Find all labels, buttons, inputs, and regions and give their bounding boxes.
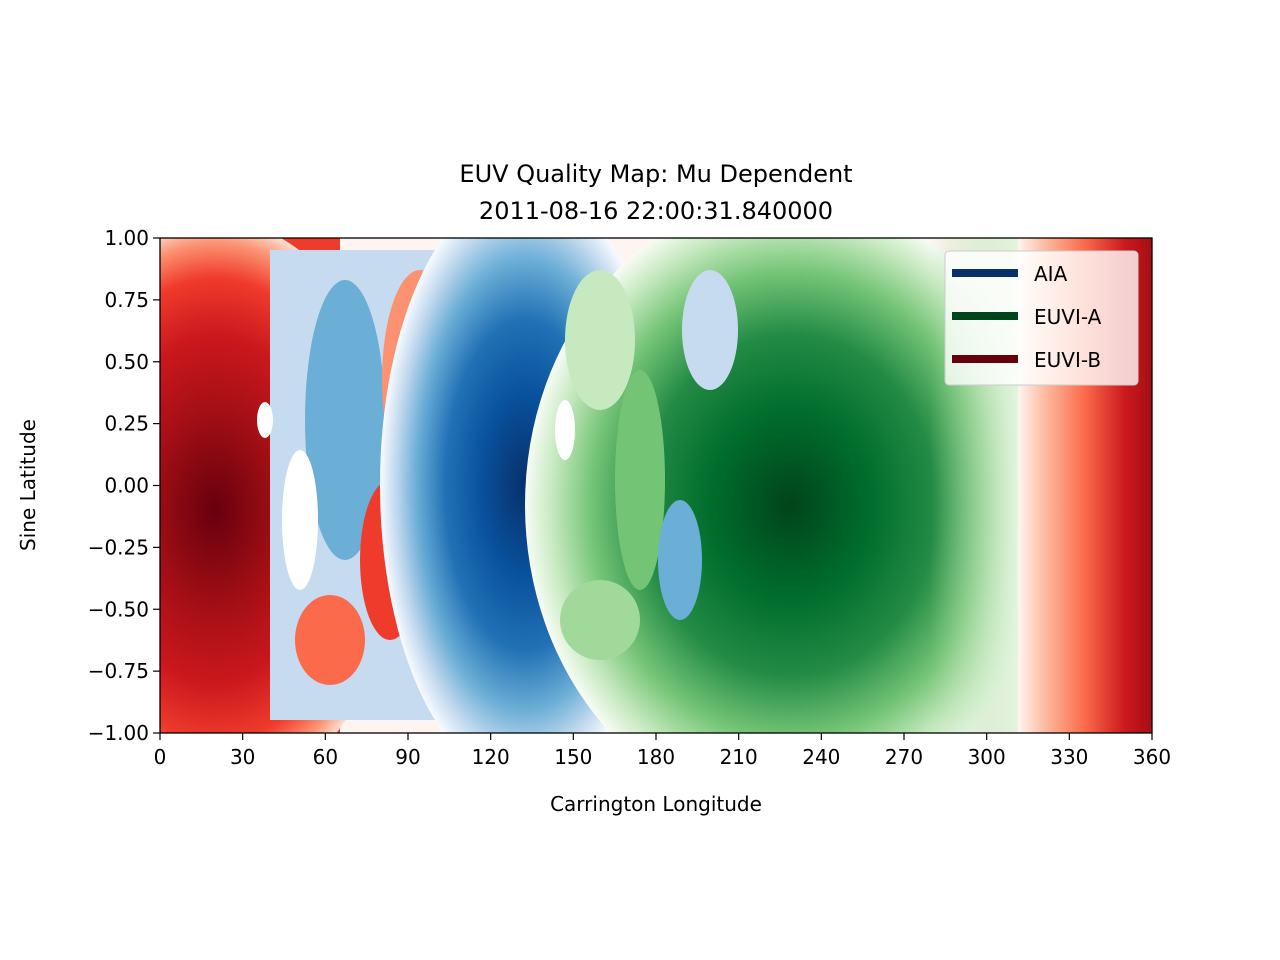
y-tick-label: −0.50 — [88, 597, 149, 621]
aia-patch-1 — [305, 280, 385, 560]
y-tick-label: −1.00 — [88, 721, 149, 745]
x-tick-label: 210 — [720, 745, 758, 769]
x-tick-label: 60 — [313, 745, 338, 769]
y-tick-label: 0.25 — [104, 412, 149, 436]
y-tick-label: −0.75 — [88, 659, 149, 683]
x-tick-label: 300 — [968, 745, 1006, 769]
white-gap-2 — [257, 402, 273, 438]
y-tick-label: 0.50 — [104, 350, 149, 374]
chart-title: EUV Quality Map: Mu Dependent — [459, 160, 852, 188]
euvi-a-patch-1 — [565, 270, 635, 410]
legend-label: EUVI-A — [1034, 305, 1102, 329]
x-tick-label: 30 — [230, 745, 255, 769]
y-axis-ticks: 1.00 0.75 0.50 0.25 0.00 −0.25 −0.50 −0.75 −1.00 — [88, 226, 160, 745]
x-tick-label: 330 — [1050, 745, 1088, 769]
legend: AIA EUVI-A EUVI-B — [944, 250, 1139, 386]
legend-box — [944, 250, 1139, 386]
x-tick-label: 180 — [637, 745, 675, 769]
x-tick-label: 270 — [885, 745, 923, 769]
y-tick-label: −0.25 — [88, 535, 149, 559]
euvi-a-patch-3 — [560, 580, 640, 660]
x-tick-label: 0 — [154, 745, 167, 769]
x-tick-label: 240 — [802, 745, 840, 769]
y-axis-label: Sine Latitude — [16, 419, 40, 551]
legend-label: AIA — [1034, 262, 1068, 286]
chart-subtitle: 2011-08-16 22:00:31.840000 — [479, 197, 833, 225]
y-tick-label: 1.00 — [104, 226, 149, 250]
x-axis-label: Carrington Longitude — [550, 792, 762, 816]
white-gap-3 — [555, 400, 575, 460]
aia-patch-3 — [682, 270, 738, 390]
legend-label: EUVI-B — [1034, 348, 1101, 372]
y-tick-label: 0.75 — [104, 288, 149, 312]
euvi-a-patch-2 — [615, 370, 665, 590]
y-tick-label: 0.00 — [104, 474, 149, 498]
x-tick-label: 150 — [554, 745, 592, 769]
euvi-a-core — [525, 238, 1055, 733]
aia-patch-2 — [658, 500, 702, 620]
x-tick-label: 360 — [1133, 745, 1171, 769]
white-gap-1 — [282, 450, 318, 590]
x-tick-label: 90 — [395, 745, 420, 769]
euvi-b-patch-4 — [295, 595, 365, 685]
x-tick-label: 120 — [472, 745, 510, 769]
x-axis-ticks: 0 30 60 90 120 150 180 210 240 270 300 330 360 — [154, 733, 1171, 769]
